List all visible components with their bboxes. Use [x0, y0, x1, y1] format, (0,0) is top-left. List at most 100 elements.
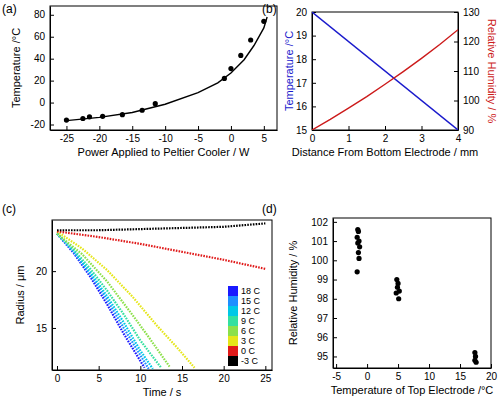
legend-label: 18 C [241, 286, 261, 296]
tick-mark [333, 356, 337, 357]
tick-label: 98 [317, 293, 329, 304]
series-line [57, 223, 265, 230]
tick-mark [264, 126, 265, 130]
tick-mark [312, 106, 316, 107]
x-axis-line [53, 370, 273, 371]
x-axis-tick: 10 [135, 366, 147, 384]
x-axis-tick: 5 [396, 364, 402, 382]
legend-swatch [228, 326, 238, 336]
tick-mark [50, 15, 54, 16]
tick-mark [333, 241, 337, 242]
tick-label: 25 [260, 373, 272, 384]
panel-label: (d) [262, 202, 277, 216]
y2-axis-title: Relative Humidity / % [486, 19, 498, 124]
tick-label: 4 [456, 133, 462, 144]
data-point [474, 360, 479, 365]
tick-label: 130 [463, 7, 480, 18]
y-axis-line [50, 7, 51, 131]
x-axis-tick: 3 [419, 126, 425, 144]
x-axis-tick: 0 [55, 366, 61, 384]
x-axis-tick: -20 [93, 126, 108, 144]
y-axis-tick: 60 [34, 31, 54, 42]
tick-label: 20 [219, 373, 231, 384]
series-line [57, 234, 161, 368]
tick-mark [491, 364, 492, 368]
tick-label: 97 [317, 313, 329, 324]
tick-mark [52, 271, 56, 272]
tick-label: 0 [310, 133, 316, 144]
series-line [57, 234, 145, 368]
x-axis-title: Distance From Bottom Electrode / mm [292, 146, 478, 158]
tick-label: 3 [419, 133, 425, 144]
chart-container: -25-20-15-10-505-20020406080(a)Power App… [0, 0, 500, 399]
y-axis-tick: 95 [317, 351, 337, 362]
tick-mark [50, 59, 54, 60]
tick-label: 100 [311, 255, 328, 266]
series-line [57, 231, 265, 269]
tick-mark [57, 366, 58, 370]
y-axis-tick: 0 [39, 97, 54, 108]
x-axis: -505101520 [332, 364, 497, 382]
tick-mark [385, 126, 386, 130]
tick-mark [429, 364, 430, 368]
tick-mark [460, 364, 461, 368]
tick-mark [312, 130, 316, 131]
legend-swatch [228, 296, 238, 306]
y-axis-tick: 100 [311, 255, 337, 266]
data-point [153, 101, 158, 106]
data-point [248, 37, 253, 42]
legend-label: 3 C [241, 336, 256, 346]
tick-label: 40 [34, 53, 46, 64]
tick-label: 20 [296, 7, 308, 18]
tick-mark [336, 364, 337, 368]
tick-label: -5 [194, 133, 203, 144]
tick-mark [52, 328, 56, 329]
tick-mark [422, 126, 423, 130]
tick-label: -5 [332, 371, 341, 382]
figure: -25-20-15-10-505-20020406080(a)Power App… [0, 0, 500, 399]
y-axis-tick: 99 [317, 274, 337, 285]
series-line [57, 234, 170, 367]
tick-mark [231, 126, 232, 130]
x-axis-tick: -25 [60, 126, 75, 144]
tick-label: 5 [396, 371, 402, 382]
tick-label: 20 [34, 75, 46, 86]
tick-mark [454, 12, 458, 13]
tick-label: -10 [158, 133, 173, 144]
x-axis-tick: 25 [260, 366, 272, 384]
tick-label: -25 [60, 133, 75, 144]
tick-mark [66, 126, 67, 130]
x-axis-title: Time / s [143, 386, 182, 398]
tick-mark [198, 126, 199, 130]
y-axis-title: Temperature /°C [10, 28, 22, 108]
x-axis-tick: 5 [96, 366, 102, 384]
tick-label: -20 [31, 119, 46, 130]
tick-label: 20 [36, 266, 48, 277]
series-line [57, 234, 153, 369]
legend-label: 15 C [241, 296, 261, 306]
plot-frame [312, 12, 458, 130]
y-axis-tick: 16 [296, 101, 316, 112]
tick-label: 0 [365, 371, 371, 382]
y2-axis-tick: 90 [454, 125, 475, 136]
x-axis: 01234 [310, 126, 462, 144]
y-axis: -20020406080 [31, 7, 54, 131]
tick-mark [224, 366, 225, 370]
plot-frame [52, 220, 272, 370]
tick-mark [182, 366, 183, 370]
y2-axis-tick: 120 [454, 36, 480, 47]
y-axis-title: Radius / μm [14, 266, 26, 325]
y2-axis-line [458, 13, 459, 131]
tick-mark [265, 366, 266, 370]
x-axis-title: Temperature of Top Electrode /°C [331, 384, 494, 396]
x-axis-tick: 15 [177, 366, 189, 384]
panel: 0123415161718192090100110120130(b)Distan… [262, 2, 498, 158]
legend: 18 C15 C12 C9 C6 C3 C0 C-3 C [228, 286, 261, 366]
series-line [57, 231, 195, 367]
series-line [57, 234, 149, 369]
y-axis-tick: 97 [317, 313, 337, 324]
tick-label: 20 [486, 371, 498, 382]
tick-label: 0 [55, 373, 61, 384]
tick-label: 102 [311, 217, 328, 228]
y2-axis: 90100110120130 [454, 7, 480, 136]
